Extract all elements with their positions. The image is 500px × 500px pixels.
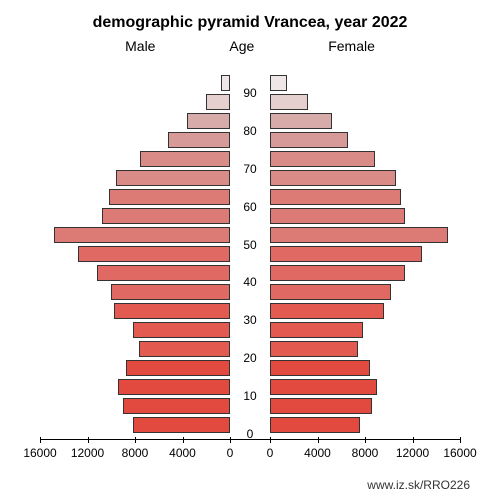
label-male: Male <box>125 38 155 54</box>
source-url: www.iz.sk/RRO226 <box>367 478 470 492</box>
pyramid-chart: demographic pyramid Vrancea, year 2022 M… <box>0 0 500 500</box>
female-bar <box>270 322 363 338</box>
female-bar <box>270 75 287 91</box>
male-bar <box>116 170 230 186</box>
female-bar <box>270 246 422 262</box>
x-tick-mark <box>230 437 231 443</box>
age-tick-label: 90 <box>230 86 270 100</box>
female-bar <box>270 189 401 205</box>
female-bar <box>270 208 405 224</box>
female-bar <box>270 341 358 357</box>
x-tick-mark <box>460 437 461 443</box>
female-bar <box>270 113 332 129</box>
x-tick-mark <box>318 437 319 443</box>
x-tick-mark <box>413 437 414 443</box>
x-tick-label: 16000 <box>443 446 476 460</box>
chart-title: demographic pyramid Vrancea, year 2022 <box>0 14 500 32</box>
age-tick-label: 70 <box>230 162 270 176</box>
age-tick-label: 80 <box>230 124 270 138</box>
male-bar <box>109 189 230 205</box>
x-tick-mark <box>88 437 89 443</box>
female-bar <box>270 284 391 300</box>
male-bar <box>114 303 230 319</box>
male-bar <box>221 75 231 91</box>
x-tick-mark <box>270 437 271 443</box>
female-bar <box>270 379 377 395</box>
female-bar <box>270 417 360 433</box>
male-bar <box>168 132 230 148</box>
male-bar <box>111 284 230 300</box>
label-female: Female <box>328 38 375 54</box>
x-tick-label: 12000 <box>71 446 104 460</box>
female-bar <box>270 94 308 110</box>
age-tick-label: 30 <box>230 313 270 327</box>
male-bar <box>102 208 230 224</box>
male-bar <box>118 379 230 395</box>
x-ticks-container: 16000120008000400000400080001200016000 <box>40 440 460 470</box>
male-bar <box>140 151 230 167</box>
age-tick-label: 40 <box>230 275 270 289</box>
male-bar <box>97 265 230 281</box>
x-tick-mark <box>183 437 184 443</box>
age-tick-label: 0 <box>230 427 270 441</box>
age-tick-label: 10 <box>230 389 270 403</box>
x-tick-mark <box>365 437 366 443</box>
male-bar <box>78 246 230 262</box>
male-bar <box>54 227 230 243</box>
age-tick-label: 60 <box>230 200 270 214</box>
x-tick-label: 4000 <box>169 446 196 460</box>
female-bar <box>270 227 448 243</box>
female-bar <box>270 303 384 319</box>
female-bar <box>270 398 372 414</box>
x-tick-label: 8000 <box>352 446 379 460</box>
label-age: Age <box>229 38 254 54</box>
male-bar <box>133 417 230 433</box>
female-bar <box>270 170 396 186</box>
male-bar <box>206 94 230 110</box>
x-tick-label: 16000 <box>23 446 56 460</box>
x-tick-label: 0 <box>267 446 274 460</box>
male-bar <box>133 322 230 338</box>
x-tick-label: 12000 <box>396 446 429 460</box>
x-tick-label: 8000 <box>122 446 149 460</box>
female-bar <box>270 360 370 376</box>
x-tick-label: 4000 <box>304 446 331 460</box>
male-bar <box>123 398 230 414</box>
plot-area: 0 10 20 30 40 50 60 70 80 90 <box>40 60 460 440</box>
female-bar <box>270 132 348 148</box>
female-bar <box>270 151 375 167</box>
female-bar <box>270 265 405 281</box>
male-bar <box>187 113 230 129</box>
male-bar <box>139 341 230 357</box>
x-tick-label: 0 <box>227 446 234 460</box>
x-tick-mark <box>135 437 136 443</box>
x-tick-mark <box>40 437 41 443</box>
age-tick-label: 20 <box>230 351 270 365</box>
age-tick-label: 50 <box>230 238 270 252</box>
chart-subtitle-row: Male Age Female <box>0 38 500 54</box>
male-bar <box>126 360 231 376</box>
